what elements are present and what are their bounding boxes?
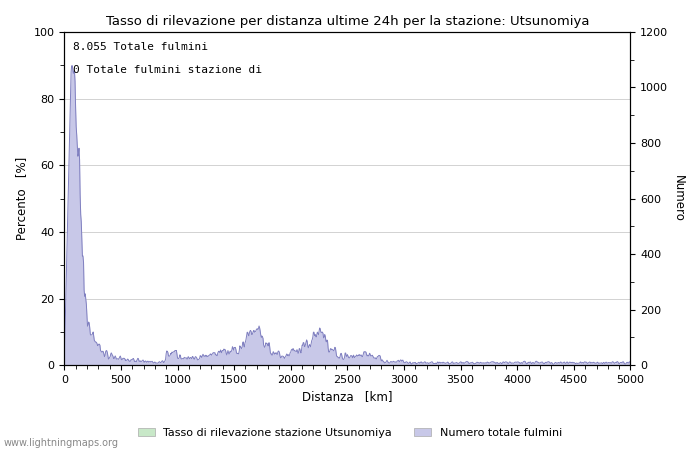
Text: 0 Totale fulmini stazione di: 0 Totale fulmini stazione di	[73, 65, 262, 75]
Title: Tasso di rilevazione per distanza ultime 24h per la stazione: Utsunomiya: Tasso di rilevazione per distanza ultime…	[106, 15, 589, 28]
Legend: Tasso di rilevazione stazione Utsunomiya, Numero totale fulmini: Tasso di rilevazione stazione Utsunomiya…	[134, 423, 566, 442]
Text: 8.055 Totale fulmini: 8.055 Totale fulmini	[73, 42, 208, 52]
Text: www.lightningmaps.org: www.lightningmaps.org	[4, 438, 118, 448]
X-axis label: Distanza   [km]: Distanza [km]	[302, 391, 393, 404]
Y-axis label: Numero: Numero	[672, 175, 685, 222]
Y-axis label: Percento   [%]: Percento [%]	[15, 157, 28, 240]
